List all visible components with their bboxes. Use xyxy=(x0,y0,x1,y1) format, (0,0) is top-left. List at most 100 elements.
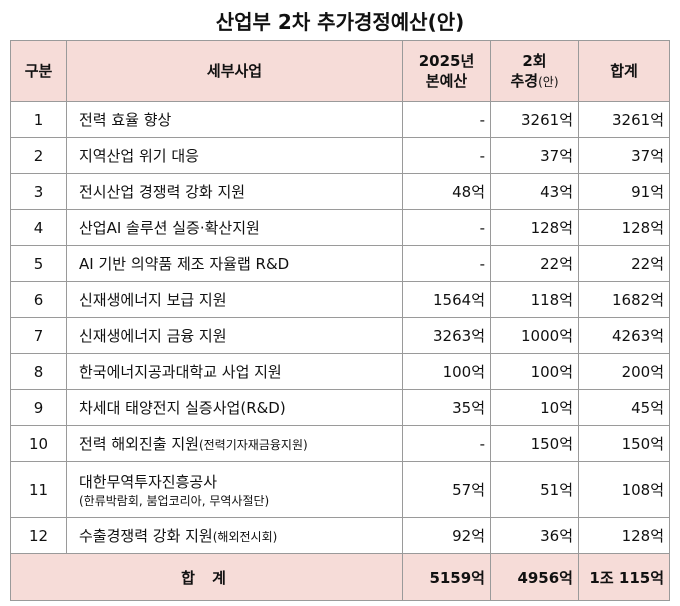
row-number: 8 xyxy=(10,353,67,390)
row-total: 128억 xyxy=(578,209,670,246)
row-project-cell: 지역산업 위기 대응 xyxy=(66,137,403,174)
row-supplementary: 3261억 xyxy=(490,101,579,138)
row-project-cell: 전시산업 경쟁력 강화 지원 xyxy=(66,173,403,210)
table-row: 3 전시산업 경쟁력 강화 지원 48억 43억 91억 xyxy=(10,173,670,210)
header-base-line1: 2025년 xyxy=(418,52,475,70)
row-base-budget: 48억 xyxy=(402,173,491,210)
row-total: 200억 xyxy=(578,353,670,390)
header-supp-line1: 2회 xyxy=(522,51,547,70)
row-project-cell: 전력 해외진출 지원(전력기자재금융지원) xyxy=(66,425,403,462)
row-total: 150억 xyxy=(578,425,670,462)
row-project-name: 차세대 태양전지 실증사업(R&D) xyxy=(79,399,286,417)
table-row: 10 전력 해외진출 지원(전력기자재금융지원) -150억 150억 xyxy=(10,425,670,462)
header-supp-line2: 추경 xyxy=(510,71,539,90)
footer-total: 1조 115억 xyxy=(578,553,670,601)
table-body: 1 전력 효율 향상 -3261억 3261억 2 지역산업 위기 대응 -37억 37억 3 전… xyxy=(10,101,670,554)
row-number: 12 xyxy=(10,517,67,554)
row-total: 45억 xyxy=(578,389,670,426)
row-total: 22억 xyxy=(578,245,670,282)
row-supplementary: 10억 xyxy=(490,389,579,426)
row-project-name: 대한무역투자진흥공사 xyxy=(79,472,218,491)
table-footer: 합 계 5159억 4956억 1조 115억 xyxy=(10,553,670,601)
table-row: 9 차세대 태양전지 실증사업(R&D) 35억 10억 45억 xyxy=(10,389,670,426)
row-project-name: 전력 해외진출 지원 xyxy=(79,435,199,453)
row-number: 7 xyxy=(10,317,67,354)
row-project-name: 수출경쟁력 강화 지원 xyxy=(79,527,213,545)
row-supplementary: 22억 xyxy=(490,245,579,282)
footer-base: 5159억 xyxy=(402,553,491,601)
row-number: 9 xyxy=(10,389,67,426)
row-number: 3 xyxy=(10,173,67,210)
table-row: 7 신재생에너지 금융 지원 3263억 1000억 4263억 xyxy=(10,317,670,354)
row-project-note: (한류박람회, 붐업코리아, 무역사절단) xyxy=(79,493,270,508)
row-number: 1 xyxy=(10,101,67,138)
row-project-name: 신재생에너지 금융 지원 xyxy=(79,327,227,345)
row-supplementary: 43억 xyxy=(490,173,579,210)
row-project-cell: 수출경쟁력 강화 지원(해외전시회) xyxy=(66,517,403,554)
row-base-budget: 92억 xyxy=(402,517,491,554)
row-base-budget: 57억 xyxy=(402,461,491,518)
row-project-name: 신재생에너지 보급 지원 xyxy=(79,291,227,309)
row-supplementary: 36억 xyxy=(490,517,579,554)
row-project-cell: 대한무역투자진흥공사 (한류박람회, 붐업코리아, 무역사절단) xyxy=(66,461,403,518)
row-base-budget: 100억 xyxy=(402,353,491,390)
row-supplementary: 100억 xyxy=(490,353,579,390)
row-number: 2 xyxy=(10,137,67,174)
row-project-name: 지역산업 위기 대응 xyxy=(79,147,199,165)
row-project-name: 한국에너지공과대학교 사업 지원 xyxy=(79,363,282,381)
header-project: 세부사업 xyxy=(66,40,403,102)
row-project-cell: AI 기반 의약품 제조 자율랩 R&D xyxy=(66,245,403,282)
row-base-budget: - xyxy=(402,425,491,462)
header-supp-line2-wrap: 추경(안) xyxy=(491,71,578,92)
row-project-name: 산업AI 솔루션 실증·확산지원 xyxy=(79,219,260,237)
table-row: 12 수출경쟁력 강화 지원(해외전시회) 92억 36억 128억 xyxy=(10,517,670,554)
table-row: 11 대한무역투자진흥공사 (한류박람회, 붐업코리아, 무역사절단) 57억 51억 1… xyxy=(10,461,670,518)
row-supplementary: 51억 xyxy=(490,461,579,518)
row-total: 1682억 xyxy=(578,281,670,318)
row-number: 10 xyxy=(10,425,67,462)
footer-supp: 4956억 xyxy=(490,553,579,601)
row-project-note: (해외전시회) xyxy=(212,530,278,544)
table-row: 1 전력 효율 향상 -3261억 3261억 xyxy=(10,101,670,138)
row-base-budget: - xyxy=(402,137,491,174)
row-project-cell: 산업AI 솔루션 실증·확산지원 xyxy=(66,209,403,246)
page-title: 산업부 2차 추가경정예산(안) xyxy=(215,10,465,34)
header-supp-suffix: (안) xyxy=(538,74,559,89)
budget-table: 구분 세부사업 2025년 본예산 2회 추경(안) 합계 1 전력 효율 향상 -… xyxy=(10,40,670,601)
row-base-budget: - xyxy=(402,101,491,138)
row-supplementary: 1000억 xyxy=(490,317,579,354)
footer-label: 합 계 xyxy=(10,553,403,601)
row-project-cell: 한국에너지공과대학교 사업 지원 xyxy=(66,353,403,390)
row-number: 11 xyxy=(10,461,67,518)
row-total: 108억 xyxy=(578,461,670,518)
row-base-budget: - xyxy=(402,245,491,282)
row-project-cell: 신재생에너지 금융 지원 xyxy=(66,317,403,354)
row-number: 4 xyxy=(10,209,67,246)
table-row: 8 한국에너지공과대학교 사업 지원 100억 100억 200억 xyxy=(10,353,670,390)
row-supplementary: 150억 xyxy=(490,425,579,462)
header-base-line2: 본예산 xyxy=(425,72,468,90)
row-project-name: AI 기반 의약품 제조 자율랩 R&D xyxy=(79,255,290,273)
row-supplementary: 37억 xyxy=(490,137,579,174)
row-total: 128억 xyxy=(578,517,670,554)
table-row: 5 AI 기반 의약품 제조 자율랩 R&D -22억 22억 xyxy=(10,245,670,282)
header-category: 구분 xyxy=(10,40,67,102)
row-project-cell: 차세대 태양전지 실증사업(R&D) xyxy=(66,389,403,426)
row-number: 5 xyxy=(10,245,67,282)
row-total: 3261억 xyxy=(578,101,670,138)
row-total: 37억 xyxy=(578,137,670,174)
header-total: 합계 xyxy=(578,40,670,102)
table-row: 4 산업AI 솔루션 실증·확산지원 -128억 128억 xyxy=(10,209,670,246)
row-total: 91억 xyxy=(578,173,670,210)
row-project-note: (전력기자재금융지원) xyxy=(198,438,308,452)
row-base-budget: 1564억 xyxy=(402,281,491,318)
header-base-budget: 2025년 본예산 xyxy=(402,40,491,102)
table-header: 구분 세부사업 2025년 본예산 2회 추경(안) 합계 xyxy=(10,40,670,102)
row-base-budget: 35억 xyxy=(402,389,491,426)
row-total: 4263억 xyxy=(578,317,670,354)
row-base-budget: 3263억 xyxy=(402,317,491,354)
table-row: 2 지역산업 위기 대응 -37억 37억 xyxy=(10,137,670,174)
table-row: 6 신재생에너지 보급 지원 1564억 118억 1682억 xyxy=(10,281,670,318)
row-project-name: 전력 효율 향상 xyxy=(79,111,172,129)
row-project-name: 전시산업 경쟁력 강화 지원 xyxy=(79,183,246,201)
